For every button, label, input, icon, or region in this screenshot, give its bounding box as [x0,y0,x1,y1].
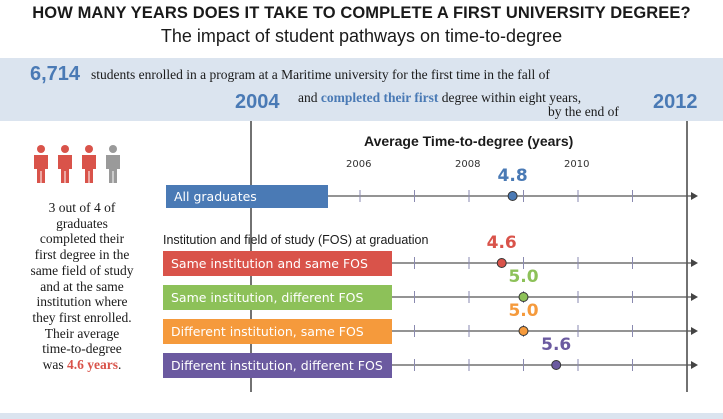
start-year: 2004 [235,91,280,113]
avg-years-highlight: 4.6 years [67,357,118,373]
chart-title: Average Time-to-degree (years) [364,133,574,149]
person-icon [106,145,120,183]
page-subtitle: The impact of student pathways on time-t… [160,26,563,46]
left-summary-line: they first enrolled. [32,309,132,325]
series-bar: Different institution, same FOS [163,318,392,344]
value-label: 5.6 [541,335,572,355]
arrow-icon [691,259,698,267]
value-label: 4.6 [486,233,517,253]
last-line-pre: was [42,357,67,373]
series-bar: Same institution and same FOS [163,250,392,276]
end-year: 2012 [653,91,698,113]
left-summary: 3 out of 4 of graduates completed their fir… [12,200,152,373]
person-icon-highlighted [58,145,72,183]
intro-text-line2: and completed their first degree within … [298,90,581,106]
chart-subheading: Institution and field of study (FOS) at … [163,233,429,247]
left-summary-line: Their average [44,325,120,341]
tick-label: 2006 [346,159,372,170]
tick-label: 2010 [564,159,590,170]
data-point [518,292,529,302]
series-bar: Different institution, different FOS [163,352,392,378]
data-point [496,258,507,268]
last-line-post: . [118,357,122,373]
arrow-icon [691,327,698,335]
left-summary-line: time-to-degree [42,341,122,357]
data-point [518,326,529,336]
bottom-rule [0,413,723,419]
intro-text-line1: students enrolled in a program at a Mari… [91,67,550,82]
intro-text-post: degree within eight years, [438,90,582,105]
people-icon [34,145,120,183]
tick-label: 2008 [455,159,481,170]
series-bar: Same institution, different FOS [163,284,392,310]
intro-text-line3: by the end of [548,104,619,119]
arrow-icon [691,192,698,200]
data-point [507,191,518,201]
arrow-icon [691,361,698,369]
left-summary-line: and at the same [40,278,124,294]
left-summary-line: first degree in the [34,247,130,263]
intro-text-highlight: completed their first [320,90,439,105]
page-title: HOW MANY YEARS DOES IT TAKE TO COMPLETE … [32,4,691,22]
intro-band [0,58,723,121]
value-label: 4.8 [497,166,528,186]
value-label: 5.0 [508,301,539,321]
student-count: 6,714 [30,63,81,85]
intro-text-pre: and [298,90,321,105]
left-summary-line: institution where [36,294,128,310]
left-summary-line: same field of study [30,262,134,278]
series-bar: All graduates [166,184,328,208]
left-summary-line: completed their [39,231,125,247]
person-icon-highlighted [34,145,48,183]
left-summary-line: 3 out of 4 of [48,200,116,215]
arrow-icon [691,293,698,301]
left-summary-last-line: was 4.6 years. [12,357,152,373]
data-point [551,360,562,370]
left-summary-line: graduates [56,215,108,231]
person-icon-highlighted [82,145,96,183]
value-label: 5.0 [508,267,539,287]
